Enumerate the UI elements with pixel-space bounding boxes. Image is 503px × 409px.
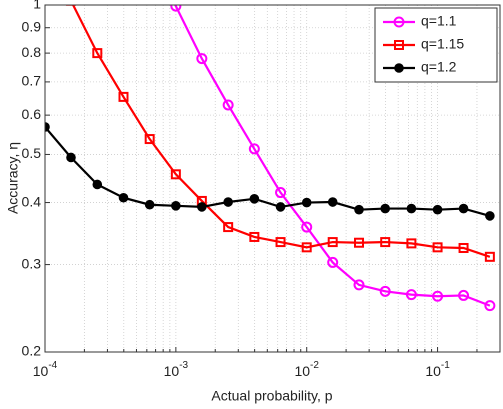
legend-label: q=1.15 [421,36,464,52]
marker [275,187,287,199]
y-axis-label: Accuracy, η [5,142,21,214]
marker [65,5,76,6]
legend-label: q=1.2 [421,59,457,75]
marker [394,40,404,50]
tick-exponent: -4 [48,360,57,371]
marker [118,192,129,203]
marker [66,152,76,163]
tick-exponent: -3 [179,360,188,371]
marker [223,197,233,207]
marker [327,197,338,207]
marker [170,169,181,180]
marker [301,221,313,233]
y-tick-label: 0.2 [22,343,42,359]
marker [118,91,129,102]
plot-frame [44,4,501,353]
y-tick-label: 0.5 [22,145,42,161]
y-tick-label: 0.4 [22,193,42,209]
marker [301,197,312,208]
marker [394,63,404,73]
marker [327,256,339,268]
marker [196,53,208,65]
marker [327,237,338,248]
marker [197,202,207,212]
tick-exponent: -1 [441,360,450,371]
marker [249,231,260,242]
marker [432,204,443,215]
marker [406,238,417,249]
marker [170,5,182,12]
legend-label: q=1.1 [421,13,457,29]
marker [144,199,155,210]
y-tick-label: 1 [33,0,41,12]
tick-base: 10 [33,363,49,379]
x-tick-label: 10-3 [164,360,189,379]
x-tick-label: 10-1 [425,360,450,379]
marker [484,251,495,262]
tick-exponent: -2 [310,360,319,371]
marker [458,203,469,214]
marker [222,99,234,111]
marker [353,279,365,291]
marker [301,242,312,253]
marker [144,134,155,145]
tick-base: 10 [164,363,180,379]
y-tick-label: 0.8 [22,44,42,60]
y-tick-label: 0.3 [22,255,42,271]
marker [275,202,286,212]
marker [354,237,365,248]
marker [485,211,495,221]
marker [275,237,286,248]
marker [354,204,364,215]
y-tick-label: 0.7 [22,73,42,89]
marker [223,222,234,233]
marker [484,300,496,312]
marker [249,194,260,204]
marker [248,143,260,155]
y-tick-label: 0.6 [22,106,42,122]
marker [458,242,469,253]
marker [405,289,417,301]
marker [432,242,443,253]
tick-base: 10 [294,363,310,379]
marker [432,290,444,302]
marker [380,203,391,214]
x-tick-label: 10-4 [33,360,58,379]
marker [171,201,181,211]
marker [458,289,470,301]
marker [406,203,417,214]
marker [380,237,391,248]
marker [379,285,391,297]
x-axis-label: Actual probability, p [211,388,332,404]
marker [92,179,103,190]
tick-base: 10 [425,363,441,379]
marker [393,16,405,28]
x-tick-label: 10-2 [294,360,319,379]
marker [92,48,103,59]
y-tick-label: 0.9 [22,18,42,34]
